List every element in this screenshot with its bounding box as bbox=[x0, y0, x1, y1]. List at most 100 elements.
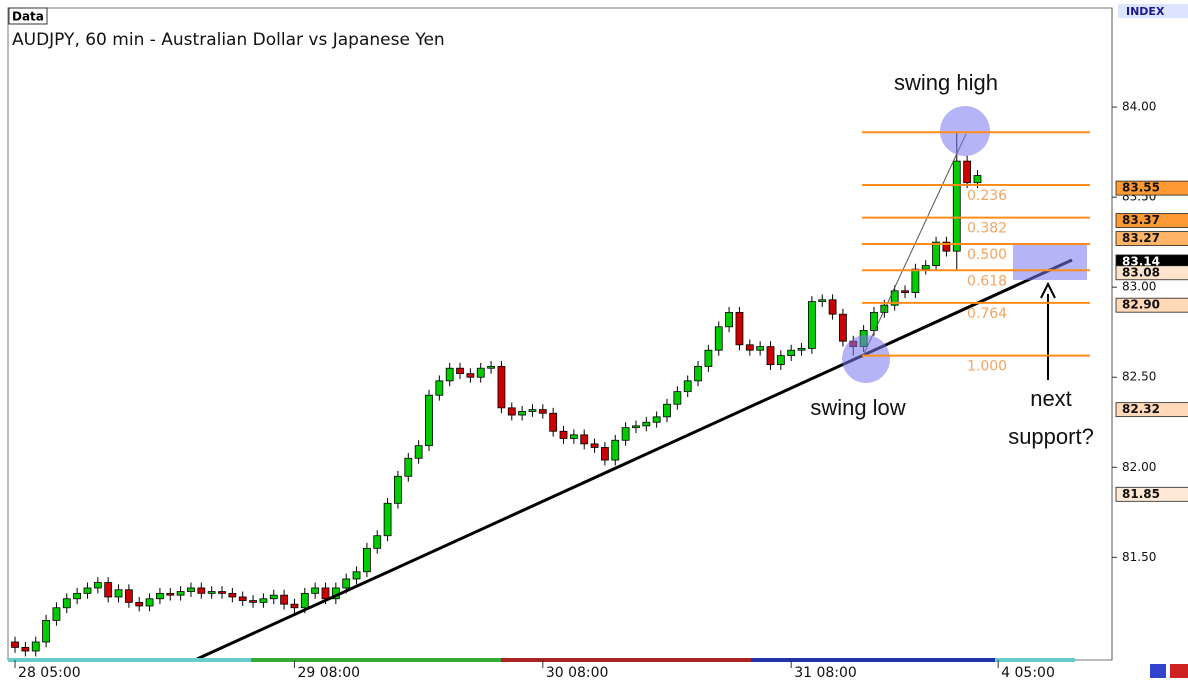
candle-body bbox=[704, 349, 713, 367]
candle-body bbox=[911, 268, 920, 293]
candle-body bbox=[932, 241, 940, 266]
candle-body bbox=[766, 346, 775, 366]
candle-body bbox=[580, 434, 589, 445]
candle-body bbox=[11, 641, 19, 648]
candle-body bbox=[642, 421, 651, 427]
candle-body bbox=[714, 326, 723, 351]
corner-label: INDEX bbox=[1126, 5, 1165, 18]
fib-label: 0.500 bbox=[967, 247, 1007, 263]
candle-body bbox=[756, 346, 765, 351]
candle-body bbox=[414, 445, 423, 459]
x-tick-label: 29 08:00 bbox=[297, 665, 360, 681]
candle-body bbox=[497, 366, 506, 409]
candle-body bbox=[828, 299, 837, 315]
candle-body bbox=[921, 265, 930, 270]
nav-button[interactable] bbox=[1170, 664, 1188, 678]
fib-label: 0.764 bbox=[967, 306, 1007, 322]
candle-body bbox=[362, 547, 371, 573]
panel-label-box bbox=[8, 7, 48, 25]
y-tick-label: 81.50 bbox=[1122, 550, 1156, 564]
candle-body bbox=[373, 535, 382, 549]
x-tick-label: 30 08:00 bbox=[546, 665, 609, 681]
candle-body bbox=[435, 380, 444, 396]
candle-body bbox=[352, 571, 361, 580]
candle-body bbox=[207, 591, 216, 594]
fib-label: 0.236 bbox=[967, 188, 1007, 204]
candle-body bbox=[300, 592, 309, 609]
candle-body bbox=[466, 373, 475, 378]
candle-body bbox=[559, 430, 568, 439]
annotation: swing low bbox=[810, 395, 905, 420]
price-tag bbox=[1115, 180, 1188, 196]
panel-label: Data bbox=[12, 10, 44, 24]
candle-body bbox=[507, 407, 516, 416]
candle-body bbox=[42, 619, 50, 643]
candle-body bbox=[156, 592, 164, 600]
candle-body bbox=[652, 416, 661, 423]
price-tag-label: 82.90 bbox=[1122, 298, 1160, 312]
y-tick-label: 82.50 bbox=[1122, 370, 1156, 384]
price-tag-label: 82.32 bbox=[1122, 402, 1160, 416]
swing-high-marker bbox=[940, 106, 990, 156]
price-tag-label: 83.55 bbox=[1122, 181, 1160, 195]
candle-body bbox=[590, 443, 599, 448]
candle-body bbox=[787, 349, 796, 357]
candle-body bbox=[735, 311, 744, 346]
candle-body bbox=[601, 447, 609, 461]
support-zone bbox=[1013, 245, 1087, 280]
candle-body bbox=[321, 587, 330, 600]
candle-body bbox=[901, 290, 909, 293]
x-tick-label: 28 05:00 bbox=[18, 665, 81, 681]
annotation: next bbox=[1030, 386, 1072, 411]
candle-body bbox=[197, 587, 206, 594]
candle-body bbox=[280, 594, 289, 605]
candle-body bbox=[621, 427, 630, 441]
candle-body bbox=[176, 591, 185, 596]
candle-body bbox=[104, 582, 113, 598]
candle-body bbox=[518, 411, 527, 416]
chart-title: AUDJPY, 60 min - Australian Dollar vs Ja… bbox=[12, 30, 445, 50]
price-tag bbox=[1115, 486, 1188, 502]
price-tag-label: 83.27 bbox=[1122, 231, 1160, 245]
candle-body bbox=[21, 646, 30, 652]
y-tick-label: 82.00 bbox=[1122, 460, 1156, 474]
candle-body bbox=[683, 380, 692, 393]
candle-body bbox=[166, 592, 175, 596]
candle-body bbox=[569, 434, 578, 439]
candle-body bbox=[124, 589, 133, 603]
annotation: swing high bbox=[894, 70, 998, 95]
candle-body bbox=[673, 391, 682, 405]
candles bbox=[11, 132, 982, 657]
candle-body bbox=[311, 587, 320, 594]
candle-body bbox=[952, 160, 961, 252]
candle-body bbox=[942, 241, 951, 252]
candle-body bbox=[445, 367, 454, 382]
price-tag bbox=[1115, 297, 1188, 313]
candle-body bbox=[807, 301, 816, 349]
candle-body bbox=[114, 589, 123, 598]
price-tag bbox=[1115, 231, 1188, 246]
session-bar bbox=[751, 658, 995, 662]
candle-body bbox=[135, 601, 144, 607]
session-bar bbox=[251, 658, 501, 662]
fib-connector bbox=[861, 133, 967, 359]
candle-body bbox=[62, 598, 71, 609]
candle-body bbox=[476, 367, 485, 378]
session-bar bbox=[995, 658, 1075, 662]
fib-label: 1.000 bbox=[967, 359, 1007, 375]
trend-line bbox=[196, 258, 1073, 661]
candle-body bbox=[694, 366, 702, 382]
session-bar bbox=[501, 658, 751, 662]
candle-body bbox=[145, 598, 154, 607]
price-tag-label: 83.37 bbox=[1122, 213, 1160, 227]
candle-body bbox=[973, 175, 982, 184]
candle-body bbox=[725, 311, 733, 328]
candle-body bbox=[259, 598, 268, 603]
candle-body bbox=[870, 311, 878, 331]
arrow-head bbox=[1040, 281, 1056, 299]
price-tag bbox=[1115, 402, 1188, 418]
candle-body bbox=[404, 457, 413, 477]
nav-button[interactable] bbox=[1150, 664, 1166, 678]
